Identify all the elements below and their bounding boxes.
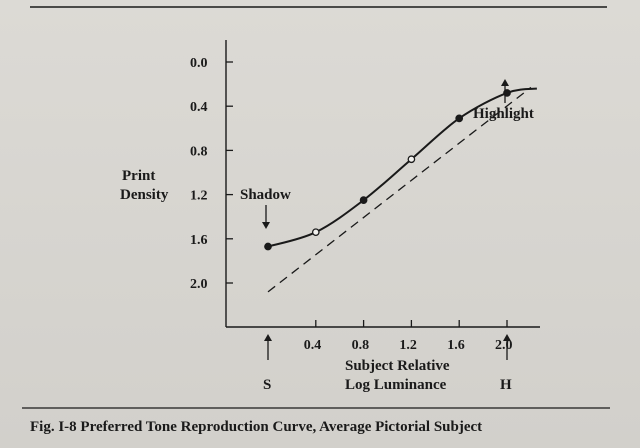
s-marker-label: S [263, 377, 271, 393]
h-arrow-head [503, 334, 511, 341]
ylabel-line-2: Density [120, 187, 169, 203]
xlabel-line-2: Log Luminance [345, 377, 447, 393]
y-tick-label: 0.8 [190, 144, 208, 159]
x-tick-label: 0.4 [304, 338, 322, 353]
data-point [311, 228, 320, 237]
data-point [264, 242, 272, 251]
h-marker-label: H [500, 377, 512, 393]
shadow-arrow-head [262, 222, 270, 229]
reference-dashed-line [267, 86, 532, 293]
y-tick-label: 1.6 [190, 233, 208, 248]
ylabel-line-1: Print [122, 168, 155, 184]
y-tick-label: 2.0 [190, 277, 208, 292]
x-tick-label: 0.8 [352, 338, 370, 353]
y-ticks: 0.0 0.4 0.8 1.2 1.6 2.0 [190, 56, 233, 292]
y-tick-label: 0.0 [190, 56, 208, 71]
x-tick-label: 1.2 [399, 338, 417, 353]
data-point [407, 155, 416, 164]
x-tick-label: 2.0 [495, 338, 513, 353]
highlight-label: Highlight [473, 106, 534, 122]
figure-caption: Fig. I-8 Preferred Tone Reproduction Cur… [30, 419, 482, 435]
x-tick-label: 1.6 [447, 338, 465, 353]
markers-layer [264, 89, 511, 251]
data-point [455, 114, 464, 123]
s-arrow-head [264, 334, 272, 341]
y-tick-label: 0.4 [190, 100, 208, 115]
data-point [359, 196, 368, 204]
xlabel-line-1: Subject Relative [345, 358, 450, 374]
x-ticks: 0.4 0.8 1.2 1.6 2.0 [304, 320, 513, 353]
shadow-label: Shadow [240, 187, 291, 203]
y-tick-label: 1.2 [190, 189, 208, 204]
highlight-arrow-head [501, 79, 509, 86]
